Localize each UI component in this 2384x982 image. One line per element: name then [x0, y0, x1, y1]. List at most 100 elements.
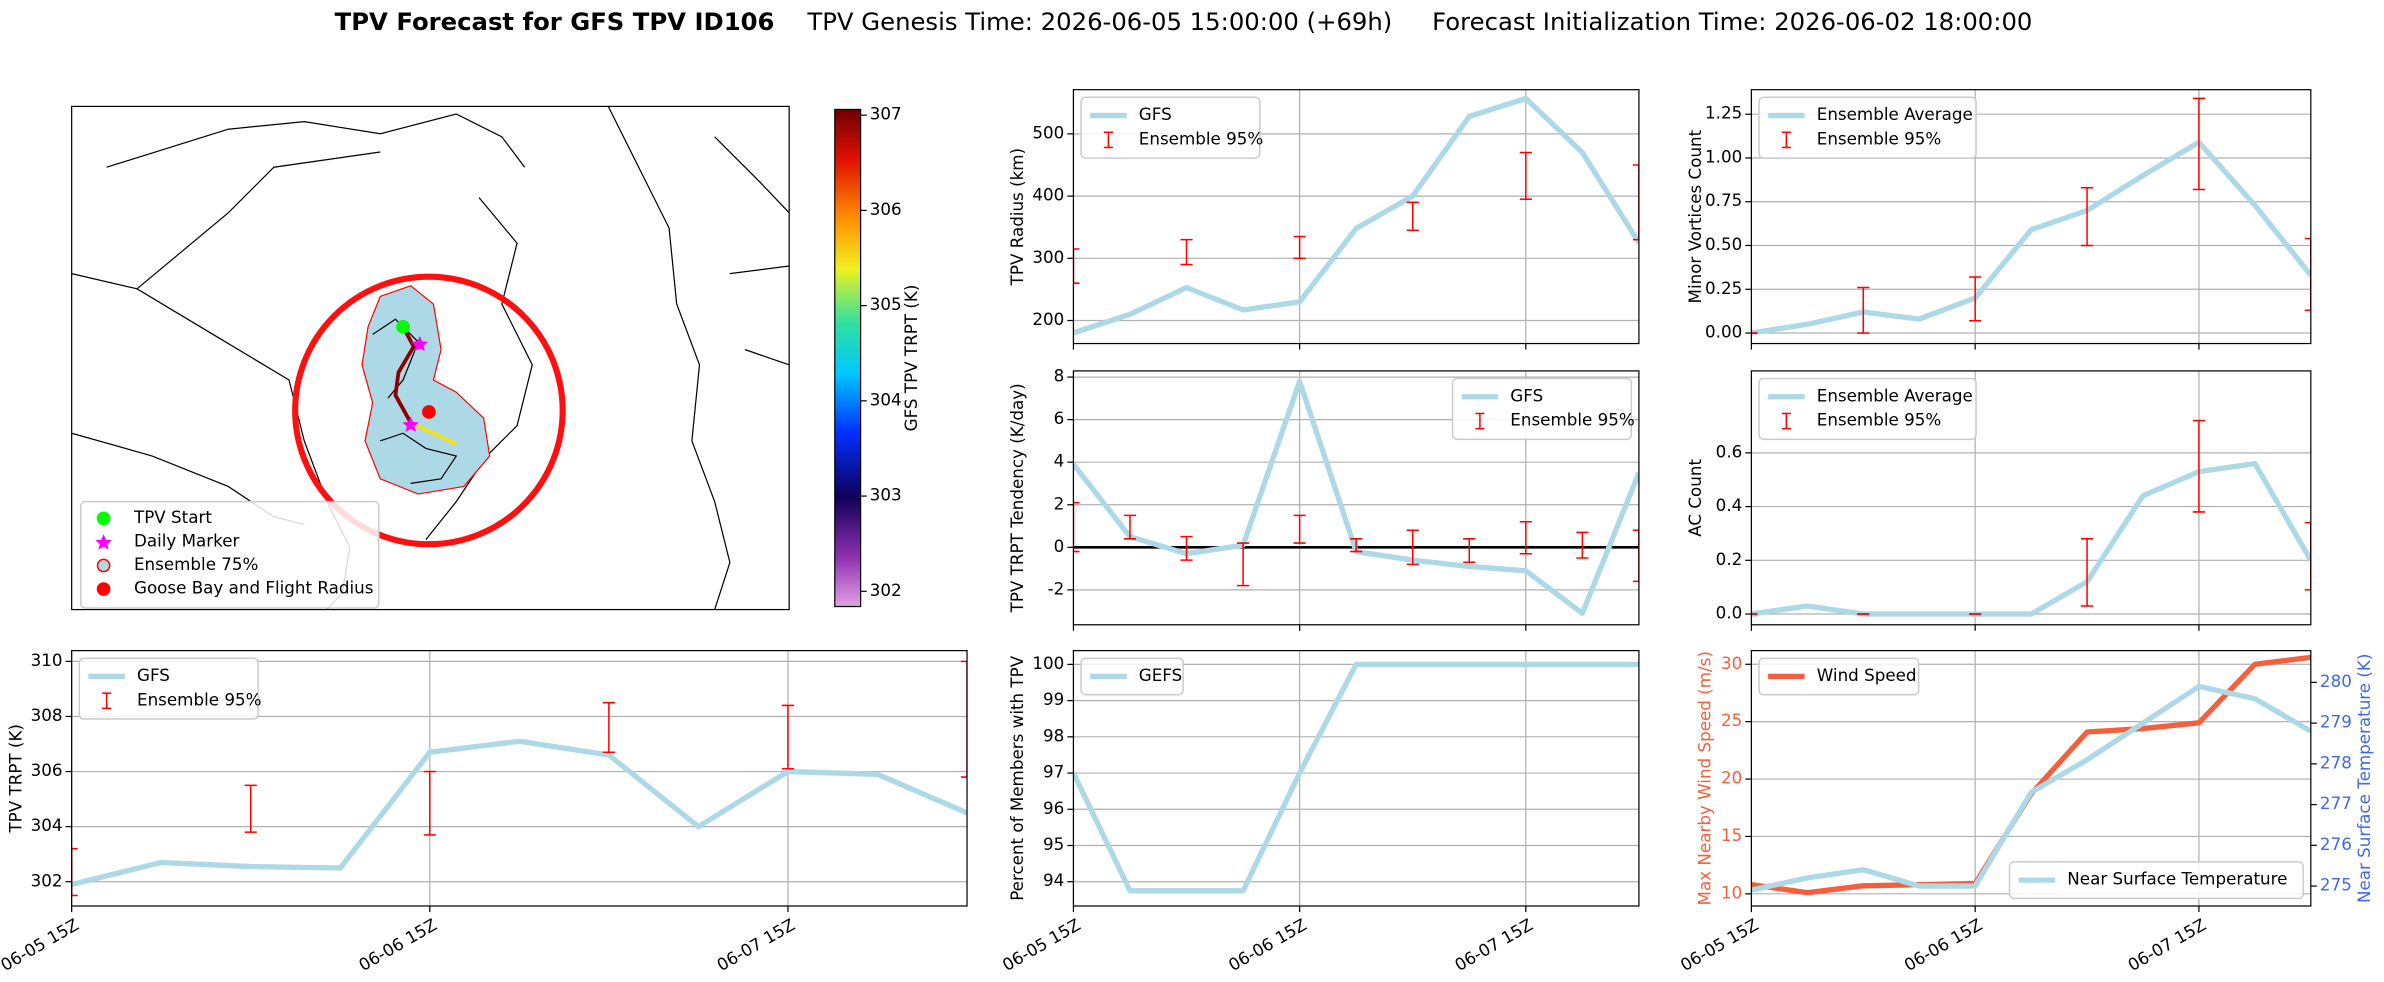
axes-frame — [1072, 89, 1640, 345]
y-tick-label: 20 — [1721, 768, 1742, 788]
error-bar — [1180, 238, 1193, 266]
y-tick-label: 0 — [1054, 536, 1065, 556]
legend-box — [80, 500, 380, 609]
error-bar — [2192, 97, 2206, 191]
error-bar — [1576, 531, 1589, 559]
y-tick-label: 99 — [1043, 689, 1064, 709]
y-tick-label: 25 — [1721, 710, 1742, 730]
y-tick-label: 15 — [1721, 825, 1742, 845]
axes-frame — [71, 650, 968, 907]
y-tick-label: 0.4 — [1716, 495, 1743, 515]
track — [393, 325, 416, 424]
colorbar-tick-label: 306 — [870, 199, 902, 219]
colorbar — [834, 108, 862, 608]
legend-label: Ensemble Average — [1817, 104, 1973, 124]
series-line — [1751, 139, 2311, 336]
legend-label: Ensemble 95% — [137, 689, 261, 709]
coastline — [607, 106, 731, 610]
x-tick-label: 06-05 15Z — [1677, 914, 1762, 975]
genesis-time: TPV Genesis Time: 2026-06-05 15:00:00 (+… — [806, 7, 1392, 36]
x-tick-label: 06-06 15Z — [1225, 914, 1310, 975]
flight-radius — [292, 273, 566, 548]
y-tick-label: 0.2 — [1716, 549, 1743, 569]
y-tick-label: -2 — [1048, 578, 1065, 598]
error-bar — [1632, 164, 1639, 241]
y-tick-label: 0.25 — [1705, 278, 1742, 298]
error-bar — [1293, 514, 1306, 544]
legend-box — [1758, 377, 1977, 441]
legend-label: Ensemble 95% — [1139, 128, 1263, 148]
plot-area — [71, 660, 968, 897]
y2-tick-label: 280 — [2320, 671, 2352, 691]
error-bar — [1293, 235, 1306, 260]
y2-tick-label: 276 — [2320, 834, 2352, 854]
axes-frame — [1750, 370, 2312, 626]
error-bar — [2304, 521, 2311, 591]
plot-area — [1751, 654, 2311, 896]
legend-marker — [96, 558, 111, 573]
series-line — [71, 738, 968, 888]
error-bar — [602, 701, 615, 754]
y-tick-label: 1.25 — [1705, 103, 1742, 123]
legend-box — [78, 657, 259, 720]
y-tick-label: 100 — [1032, 653, 1064, 673]
goose-bay — [422, 405, 436, 419]
tpv-start — [396, 319, 410, 334]
colorbar-tick-label: 305 — [870, 294, 902, 314]
error-bar — [1519, 151, 1532, 200]
legend-label: Ensemble 75% — [134, 554, 258, 574]
error-bar — [1073, 248, 1080, 284]
colorbar-tick-label: 304 — [870, 389, 902, 409]
error-bar — [960, 660, 968, 778]
coastline — [714, 136, 790, 366]
legend-label: GFS — [137, 665, 170, 685]
y-tick-label: 98 — [1043, 725, 1064, 745]
colorbar-label: GFS TPV TRPT (K) — [901, 285, 921, 432]
legend-label: GEFS — [1139, 665, 1182, 685]
y-tick-label: 400 — [1032, 185, 1064, 205]
axes-frame — [1750, 89, 2312, 345]
y-tick-label: 1.00 — [1705, 146, 1742, 166]
y-tick-label: 300 — [1032, 247, 1064, 267]
series-line — [1751, 683, 2311, 893]
y-tick-label: 0.0 — [1716, 603, 1743, 623]
colorbar-tick-label: 302 — [870, 580, 902, 600]
legend-box — [1758, 657, 1920, 696]
y-tick-label: 8 — [1054, 366, 1065, 386]
y-axis-label: TPV Radius (km) — [1007, 148, 1027, 286]
y-tick-label: 200 — [1032, 309, 1064, 329]
y-tick-label: 30 — [1721, 653, 1742, 673]
error-bar — [2192, 419, 2206, 513]
series-line — [1073, 661, 1639, 894]
error-bar — [2080, 186, 2094, 247]
legend-label: Ensemble 95% — [1817, 128, 1941, 148]
error-bar — [1519, 521, 1532, 555]
error-bar — [1236, 542, 1250, 587]
y-axis-label: Minor Vortices Count — [1685, 129, 1705, 303]
y-axis-label: TPV TRPT Tendency (K/day) — [1007, 383, 1027, 613]
y2-tick-label: 275 — [2320, 875, 2352, 895]
track — [409, 420, 458, 446]
map-frame — [71, 105, 790, 611]
y-tick-label: 97 — [1043, 762, 1064, 782]
plot-area — [1073, 661, 1639, 894]
y-tick-label: 4 — [1054, 451, 1065, 471]
x-tick-label: 06-06 15Z — [1900, 914, 1985, 975]
y-tick-label: 0.00 — [1705, 322, 1742, 342]
legend-label: Wind Speed — [1817, 665, 1917, 685]
error-bar — [1180, 535, 1193, 561]
y-tick-label: 96 — [1043, 798, 1064, 818]
error-bar — [71, 847, 78, 897]
legend-label: Near Surface Temperature — [2067, 869, 2287, 889]
axes-frame — [1072, 370, 1640, 626]
legend-box — [1451, 377, 1633, 441]
colorbar-tick-label: 303 — [870, 485, 902, 505]
legend-label: GFS — [1510, 385, 1543, 405]
plot-area — [1751, 97, 2311, 336]
y-tick-label: 2 — [1054, 493, 1065, 513]
x-tick-label: 06-05 15Z — [0, 914, 82, 975]
y2-tick-label: 279 — [2320, 712, 2352, 732]
axes-frame — [1072, 650, 1640, 907]
